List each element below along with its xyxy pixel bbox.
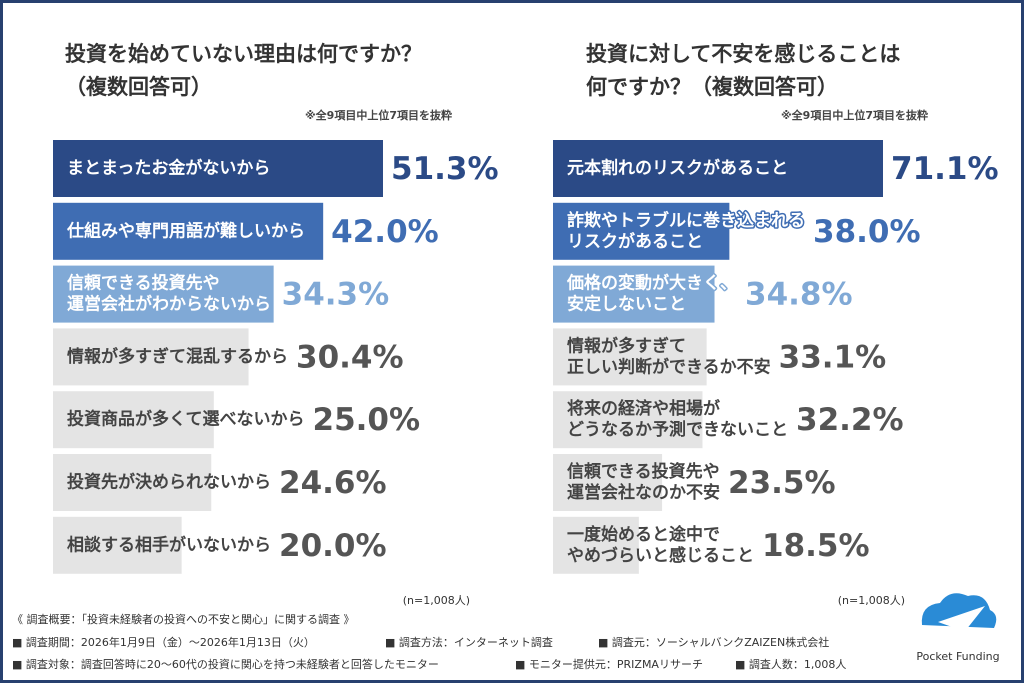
bar-label: 投資先が決められないから (67, 472, 271, 493)
bar-label-line: 信頼できる投資先や (567, 461, 720, 482)
footer-item: ■ モニター提供元：PRIZMAリサーチ (515, 657, 703, 671)
chart-title: 投資に対して不安を感じることは (586, 42, 900, 66)
bar-label: 信頼できる投資先や運営会社なのか不安 (567, 461, 720, 503)
bar-label-line: 詐欺やトラブルに巻き込まれる (567, 210, 805, 231)
value-label: 30.4% (296, 339, 404, 375)
value-label: 32.2% (796, 402, 904, 438)
bar-label-line: 運営会社なのか不安 (567, 482, 720, 503)
bar-label-line: 正しい判断ができるか不安 (567, 356, 771, 377)
bar-label: 信頼できる投資先や運営会社がわからないから (67, 273, 271, 315)
bar-label: 元本割れのリスクがあること (567, 158, 788, 179)
bar-label: 将来の経済や相場がどうなるか予測できないこと (567, 398, 788, 440)
bar-label-line: 価格の変動が大きく、 (566, 273, 737, 294)
bar (553, 454, 663, 511)
value-label: 25.0% (313, 402, 421, 438)
footer-item: ■ 調査対象：調査回答時に20〜60代の投資に関心を持つ未経験者と回答したモニタ… (12, 657, 439, 671)
value-label: 34.3% (282, 277, 390, 313)
footer-item: ■ 調査期間：2026年1月9日（金）〜2026年1月13日（火） (12, 635, 315, 649)
sample-size: (n=1,008人) (838, 594, 905, 607)
chart-title: 何ですか？（複数回答可） (586, 75, 838, 99)
value-label: 20.0% (279, 528, 387, 564)
footer-item: ■ 調査方法：インターネット調査 (385, 635, 553, 649)
chart-title: （複数回答可） (65, 75, 212, 99)
value-label: 38.0% (813, 214, 921, 250)
bar-label: 価格の変動が大きく、安定しないこと (566, 273, 737, 315)
value-label: 18.5% (762, 528, 870, 564)
bar-label-line: 情報が多すぎて (567, 335, 686, 356)
bar-label-line: リスクがあること (567, 231, 703, 252)
value-label: 23.5% (728, 465, 836, 501)
bar-label: 情報が多すぎて正しい判断ができるか不安 (567, 335, 771, 377)
value-label: 71.1% (891, 151, 999, 187)
bar (553, 516, 639, 574)
bar-label: 一度始めると途中でやめづらいと感じること (567, 524, 754, 566)
bar-label: まとまったお金がないから (67, 158, 270, 179)
chart-note: ※全9項目中上位7項目を抜粋 (781, 108, 928, 122)
bar (53, 516, 182, 574)
bar-label: 仕組みや専門用語が難しいから (66, 220, 305, 241)
logo-cloud (921, 593, 997, 628)
bar (53, 454, 212, 511)
bar (553, 391, 703, 449)
bar (553, 265, 715, 323)
bar (53, 265, 274, 323)
bar (553, 328, 707, 386)
bar-label-line: 運営会社がわからないから (67, 294, 271, 315)
logo: Pocket Funding (916, 593, 1000, 663)
bar-label: 投資商品が多くて選べないから (67, 409, 305, 430)
value-label: 24.6% (279, 465, 387, 501)
logo-plane (938, 606, 985, 640)
bar (553, 140, 883, 197)
bar-label: 相談する相手がいないから (67, 534, 271, 555)
value-label: 51.3% (391, 151, 499, 187)
bar-label-line: どうなるか予測できないこと (567, 419, 788, 440)
chart-note: ※全9項目中上位7項目を抜粋 (305, 108, 452, 122)
bar-label-line: 将来の経済や相場が (567, 398, 720, 419)
sample-size: (n=1,008人) (403, 594, 470, 607)
bar (53, 140, 383, 197)
bar (53, 328, 249, 386)
footer-heading: 《 調査概要：「投資未経験者の投資への不安と関心」に関する調査 》 (12, 612, 355, 626)
bar (553, 202, 730, 260)
bar (53, 391, 214, 449)
bar-label: 詐欺やトラブルに巻き込まれるリスクがあること (567, 210, 805, 252)
bar-label-line: やめづらいと感じること (567, 545, 754, 566)
footer-item: ■ 調査人数：1,008人 (735, 657, 846, 671)
footer-item: ■ 調査元：ソーシャルバンクZAIZEN株式会社 (598, 635, 829, 649)
value-label: 42.0% (331, 214, 439, 250)
logo-text: Pocket Funding (916, 650, 999, 663)
value-label: 34.8% (745, 277, 853, 313)
bar-label-line: 一度始めると途中で (567, 524, 720, 545)
value-label: 33.1% (779, 339, 887, 375)
bar-label: 情報が多すぎて混乱するから (67, 346, 288, 367)
bar-label-line: 安定しないこと (567, 294, 686, 315)
bar (53, 202, 324, 260)
chart-title: 投資を始めていない理由は何ですか？ (65, 42, 422, 66)
bar-label-line: 信頼できる投資先や (67, 273, 220, 294)
